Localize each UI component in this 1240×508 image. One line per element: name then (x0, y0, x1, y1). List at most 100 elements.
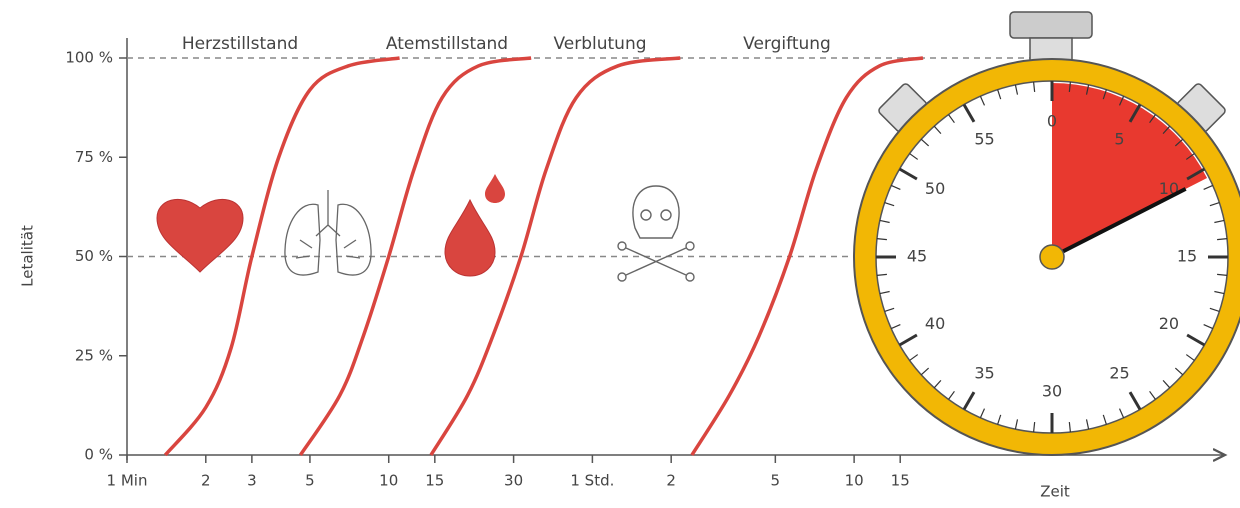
y-tick-label: 25 % (75, 346, 113, 364)
dial-tick (879, 290, 890, 295)
dial-tick (920, 138, 930, 147)
dial-tick (1149, 390, 1156, 400)
dial-tick (1174, 367, 1184, 376)
dial-tick (997, 89, 1002, 100)
x-tick-label: 15 (891, 472, 910, 490)
hand-hub (1039, 244, 1065, 270)
dial-tick (1033, 422, 1036, 433)
dial-label: 45 (907, 247, 927, 266)
dial-tick (876, 238, 887, 241)
dial-tick (1128, 391, 1142, 411)
dial-tick (979, 408, 986, 419)
blood-drop-icon (444, 198, 496, 277)
dial-tick (1217, 273, 1228, 276)
dial-tick (1128, 103, 1142, 123)
dial-label: 50 (925, 179, 945, 198)
x-tick-label: 3 (247, 472, 257, 490)
lethality-curve (429, 56, 681, 456)
dial-tick (997, 414, 1002, 425)
series-label: Herzstillstand (182, 34, 298, 54)
y-axis-label: Letalität (19, 225, 37, 287)
dial-tick (1118, 408, 1125, 419)
dial-tick (879, 219, 890, 224)
y-tick-label: 100 % (65, 49, 113, 67)
lethality-curve (299, 56, 532, 456)
x-tick-label: 2 (201, 472, 211, 490)
lungs-icon (284, 190, 372, 276)
dial-tick (1185, 153, 1195, 160)
dial-tick (1185, 354, 1195, 361)
dial-tick (909, 153, 919, 160)
dial-tick (1203, 184, 1214, 191)
dial-tick (962, 391, 976, 411)
x-tick-label: 15 (425, 472, 444, 490)
dial-label: 5 (1114, 130, 1124, 149)
lethality-curve (163, 56, 400, 457)
dial-label: 15 (1177, 247, 1197, 266)
series-label: Atemstillstand (386, 34, 508, 54)
dial-label: 55 (974, 130, 994, 149)
dial-tick (933, 379, 942, 389)
x-tick-label: 5 (305, 472, 315, 490)
dial-tick (890, 323, 901, 330)
x-tick-label: 1 Std. (570, 472, 614, 490)
dial-tick (898, 167, 918, 181)
dial-tick (948, 114, 955, 124)
dial-tick (933, 125, 942, 135)
dial-tick (979, 95, 986, 106)
dial-tick (1162, 125, 1171, 135)
dial-tick (898, 333, 918, 347)
dial-tick (890, 184, 901, 191)
x-tick-label: 30 (504, 472, 523, 490)
y-tick-label: 50 % (75, 247, 113, 265)
dial-tick (962, 103, 976, 123)
dial-label: 25 (1109, 363, 1129, 382)
dial-label: 40 (925, 314, 945, 333)
dial-tick (1014, 419, 1019, 430)
dial-tick (1014, 84, 1019, 95)
dial-tick (1102, 414, 1107, 425)
heart-icon (156, 198, 244, 273)
dial-tick (1186, 167, 1206, 181)
dial-tick (909, 354, 919, 361)
dial-tick (1214, 290, 1225, 295)
dial-tick (1068, 81, 1071, 92)
x-tick-label: 2 (666, 472, 676, 490)
dial-tick (1085, 419, 1090, 430)
dial-tick (1174, 138, 1184, 147)
dial-tick (1033, 81, 1036, 92)
dial-tick (1068, 422, 1071, 433)
dial-label: 35 (974, 363, 994, 382)
y-tick-label: 0 % (84, 446, 113, 464)
dial-tick (1209, 202, 1220, 207)
x-tick-label: 10 (845, 472, 864, 490)
dial-tick (1118, 95, 1125, 106)
dial-label: 30 (1042, 382, 1062, 401)
x-tick-label: 10 (379, 472, 398, 490)
dial-tick (1085, 84, 1090, 95)
dial-tick (1162, 379, 1171, 389)
dial-tick (1217, 238, 1228, 241)
series-label: Verblutung (553, 34, 646, 54)
dial-tick (1214, 219, 1225, 224)
dial-tick (884, 202, 895, 207)
x-tick-label: 5 (771, 472, 781, 490)
blood-drop-icon (485, 174, 505, 203)
dial-tick (884, 307, 895, 312)
dial-label: 0 (1047, 112, 1057, 131)
x-tick-label: 1 Min (107, 472, 148, 490)
skull-icon (617, 185, 695, 282)
dial-tick (1186, 333, 1206, 347)
dial-label: 20 (1159, 314, 1179, 333)
series-label: Vergiftung (743, 34, 831, 54)
dial-tick (1102, 89, 1107, 100)
lethality-curve (690, 56, 924, 456)
dial-tick (1149, 114, 1156, 124)
dial-tick (876, 273, 887, 276)
dial-tick (920, 367, 930, 376)
dial-tick (1209, 307, 1220, 312)
dial-tick (1203, 323, 1214, 330)
x-axis-label: Zeit (1040, 483, 1070, 501)
